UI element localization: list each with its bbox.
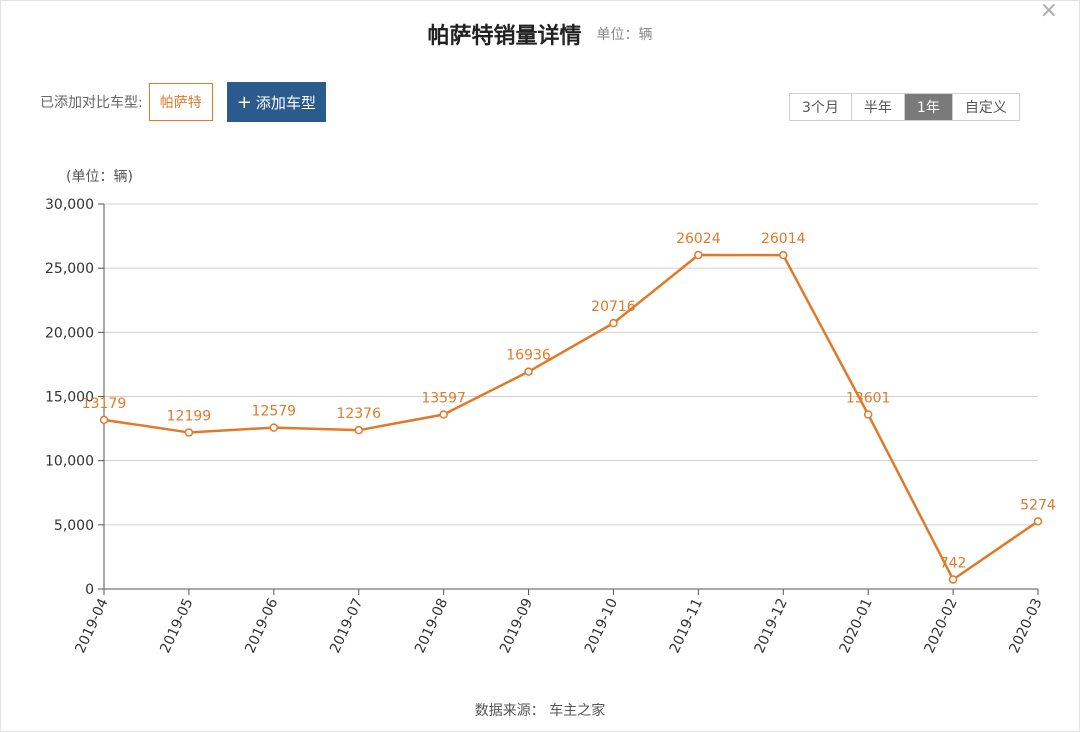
data-label: 12199 xyxy=(167,408,212,424)
x-tick-label: 2019-08 xyxy=(412,596,451,656)
x-tick-label: 2020-03 xyxy=(1006,596,1045,656)
data-point xyxy=(184,428,194,437)
range-1-year[interactable]: 1年 xyxy=(903,94,952,120)
y-tick-label: 15,000 xyxy=(45,390,94,406)
data-label: 5274 xyxy=(1020,497,1056,513)
data-label: 20716 xyxy=(591,299,636,315)
compare-bar: 已添加对比车型: 帕萨特 + 添加车型 xyxy=(40,82,326,122)
data-point xyxy=(524,367,533,376)
data-label: 12376 xyxy=(336,406,381,422)
series-line xyxy=(103,253,1039,581)
y-tick-label: 25,000 xyxy=(45,261,94,277)
add-car-button[interactable]: + 添加车型 xyxy=(226,82,326,122)
data-point xyxy=(609,318,618,328)
time-range-selector: 3个月 半年 1年 自定义 xyxy=(789,93,1020,121)
chart-header: 帕萨特销量详情 单位：辆 xyxy=(0,18,1080,50)
y-tick-label: 30,000 xyxy=(45,197,94,213)
data-point xyxy=(439,410,448,419)
data-label: 13179 xyxy=(82,396,127,412)
y-unit-label: (单位：辆) xyxy=(66,169,133,185)
range-custom[interactable]: 自定义 xyxy=(951,94,1019,120)
x-tick-label: 2019-05 xyxy=(157,596,196,656)
x-tick-label: 2019-06 xyxy=(242,596,281,656)
range-half-year[interactable]: 半年 xyxy=(850,94,904,120)
y-tick-label: 20,000 xyxy=(45,325,94,341)
range-3-months[interactable]: 3个月 xyxy=(790,94,851,120)
unit-label: 单位：辆 xyxy=(596,27,653,43)
x-tick-label: 2019-12 xyxy=(752,596,791,656)
data-point xyxy=(269,423,279,432)
add-car-label: 添加车型 xyxy=(255,93,316,112)
data-label: 12579 xyxy=(252,404,297,420)
data-point xyxy=(948,575,958,584)
data-point xyxy=(779,250,788,260)
data-point xyxy=(99,415,109,425)
plus-icon: + xyxy=(236,91,252,113)
x-tick-label: 2020-02 xyxy=(921,596,960,656)
data-source: 数据来源： 车主之家 xyxy=(474,703,606,719)
data-label: 26024 xyxy=(676,231,721,247)
y-tick-label: 10,000 xyxy=(45,454,94,470)
page-title: 帕萨特销量详情 xyxy=(427,24,582,49)
selected-car-tag[interactable]: 帕萨特 xyxy=(148,83,213,121)
compare-label: 已添加对比车型: xyxy=(40,95,143,111)
x-tick-label: 2019-10 xyxy=(582,596,621,656)
line-chart: (单位：辆) 0 5,000 10,000 15,000 20,000 25,000 30,0… xyxy=(45,169,1056,656)
y-tick-label: 0 xyxy=(85,582,94,598)
close-icon[interactable]: × xyxy=(1039,0,1058,23)
x-tick-label: 2019-09 xyxy=(497,596,536,656)
y-tick-label: 5,000 xyxy=(54,518,94,534)
data-point xyxy=(694,250,703,260)
x-tick-label: 2019-11 xyxy=(667,596,706,656)
data-label: 742 xyxy=(940,555,967,571)
data-label: 13597 xyxy=(421,391,466,407)
data-point xyxy=(354,425,363,435)
x-tick-label: 2019-07 xyxy=(327,596,366,656)
x-tick-label: 2020-01 xyxy=(837,596,876,656)
data-point xyxy=(863,410,873,419)
x-tick-label: 2019-04 xyxy=(72,596,111,656)
data-point xyxy=(1033,517,1043,526)
data-label: 16936 xyxy=(506,348,551,364)
data-label: 26014 xyxy=(761,231,806,247)
data-label: 13601 xyxy=(846,390,891,406)
